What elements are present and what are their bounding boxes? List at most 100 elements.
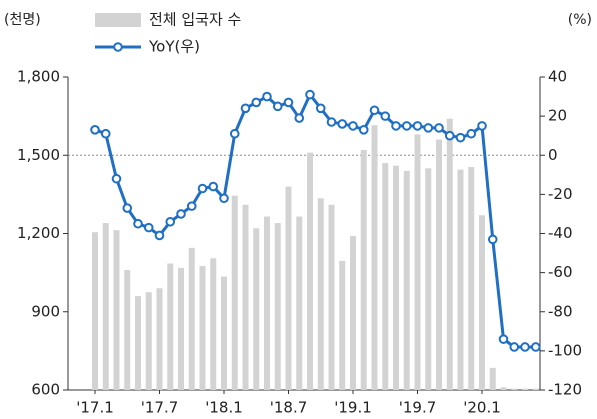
x-tick-label: '20.1 xyxy=(463,399,501,417)
bar xyxy=(274,223,281,390)
line-marker xyxy=(165,216,176,227)
y-tick-label: 1,200 xyxy=(17,224,60,242)
line-marker xyxy=(369,105,380,116)
bar xyxy=(317,198,324,390)
line-marker xyxy=(294,113,305,123)
line-marker xyxy=(133,218,143,229)
y-tick-label: 1,500 xyxy=(17,146,60,164)
bar xyxy=(360,150,367,390)
x-tick-label: '18.7 xyxy=(270,399,308,417)
y2-tick-label: -20 xyxy=(548,185,573,203)
line-marker xyxy=(100,128,111,139)
bar xyxy=(522,388,528,390)
bar xyxy=(350,236,356,390)
bar xyxy=(167,263,174,390)
x-tick-label: '17.7 xyxy=(141,399,179,417)
bar xyxy=(124,270,131,390)
line-marker xyxy=(423,123,434,133)
y2-unit-label: (%) xyxy=(568,12,592,28)
legend-label: YoY(우) xyxy=(148,38,200,56)
bar xyxy=(457,169,464,390)
bar xyxy=(253,228,260,390)
y2-tick-label: 20 xyxy=(548,107,567,125)
line-marker xyxy=(229,128,240,139)
bar xyxy=(199,266,206,390)
y-tick-label: 1,800 xyxy=(17,68,60,86)
bar xyxy=(339,260,346,390)
line-marker xyxy=(498,334,509,344)
line-marker xyxy=(111,173,122,184)
line-marker xyxy=(530,342,541,352)
bar xyxy=(371,125,378,391)
bar xyxy=(511,388,518,390)
bar xyxy=(210,258,217,390)
line-marker xyxy=(186,201,197,211)
line-marker xyxy=(251,97,262,108)
x-tick-label: '19.7 xyxy=(399,399,437,417)
line-marker xyxy=(487,234,498,245)
bar xyxy=(468,166,475,390)
bar xyxy=(188,247,195,390)
y2-tick-label: 0 xyxy=(548,146,558,164)
y-unit-label: (천명) xyxy=(4,12,41,28)
line-marker xyxy=(305,89,315,100)
line-marker xyxy=(197,183,208,194)
bar xyxy=(135,296,141,390)
line-marker xyxy=(520,342,530,352)
bar xyxy=(382,163,389,390)
bar xyxy=(285,186,292,390)
line-marker xyxy=(154,230,165,241)
line-marker xyxy=(466,128,477,139)
line-marker xyxy=(391,121,401,131)
bar xyxy=(532,388,539,390)
line-marker xyxy=(90,125,100,135)
line-marker xyxy=(455,132,466,143)
bar xyxy=(231,195,238,390)
line-marker xyxy=(412,121,423,131)
line-marker xyxy=(401,121,412,131)
bar xyxy=(102,223,109,390)
bar xyxy=(242,204,249,390)
line-marker xyxy=(434,123,444,133)
bar xyxy=(479,215,485,390)
line-marker xyxy=(509,342,520,352)
line-marker xyxy=(272,101,283,112)
line-marker xyxy=(358,125,369,135)
bar xyxy=(328,204,335,390)
line-marker xyxy=(122,203,133,213)
bar xyxy=(489,367,496,390)
x-tick-label: '18.1 xyxy=(205,399,243,417)
line-marker xyxy=(477,121,487,131)
line-marker xyxy=(262,91,272,102)
line-marker xyxy=(176,209,186,219)
line-marker xyxy=(208,181,219,192)
bar xyxy=(221,276,227,390)
bar xyxy=(393,165,399,390)
bar xyxy=(92,232,98,390)
bar xyxy=(156,288,163,390)
bar xyxy=(403,170,410,390)
legend-swatch xyxy=(95,13,141,27)
line-marker xyxy=(444,130,455,141)
line-marker xyxy=(315,103,326,114)
y2-tick-label: 40 xyxy=(548,68,567,86)
line-marker xyxy=(337,119,348,129)
y2-tick-label: -60 xyxy=(548,263,573,281)
line-marker xyxy=(380,111,391,121)
bar xyxy=(145,292,152,390)
bar xyxy=(500,387,507,390)
y-tick-label: 600 xyxy=(31,381,60,399)
bar xyxy=(264,216,270,390)
y-tick-label: 900 xyxy=(31,302,60,320)
bar xyxy=(307,152,313,390)
y2-tick-label: -120 xyxy=(548,381,582,399)
bar xyxy=(414,134,421,390)
bar xyxy=(446,118,453,390)
bar xyxy=(436,139,442,390)
bar xyxy=(425,168,432,390)
x-tick-label: '19.1 xyxy=(334,399,372,417)
y2-tick-label: -100 xyxy=(548,341,582,359)
bar xyxy=(296,216,303,390)
y2-tick-label: -40 xyxy=(548,224,573,242)
